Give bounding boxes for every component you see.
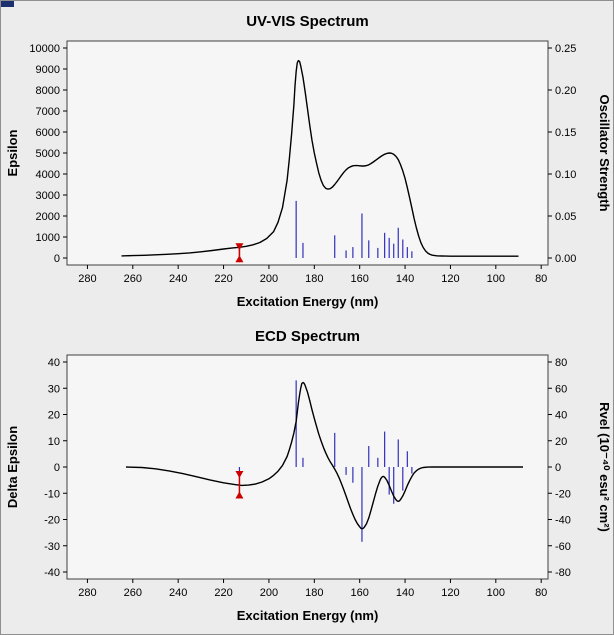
x-tick-label: 100 [487, 587, 505, 599]
y-tick-label: 8000 [36, 85, 60, 97]
ecd-marker-bottom-arrow-icon[interactable] [235, 491, 244, 499]
x-tick-label: 260 [124, 273, 142, 285]
uvvis-right-axis-title: Oscillator Strength [597, 94, 612, 211]
y-tick-label: 0.25 [555, 43, 576, 55]
uvvis-left-axis: 1000090008000700060005000400030002000100… [29, 43, 67, 265]
y-tick-label: 4000 [36, 169, 60, 181]
y-tick-label: -30 [44, 541, 60, 553]
y-tick-label: -40 [555, 515, 571, 527]
y-tick-label: 40 [48, 357, 60, 369]
y-tick-label: -20 [44, 515, 60, 527]
ecd-left-axis: 40 30 20 10 0 -10 -20 -30 -40 [44, 357, 67, 579]
x-tick-label: 260 [124, 587, 142, 599]
uvvis-excitation-marker[interactable] [235, 243, 244, 263]
x-tick-label: 160 [351, 587, 369, 599]
y-tick-label: -60 [555, 541, 571, 553]
y-tick-label: -40 [44, 567, 60, 579]
x-tick-label: 240 [169, 587, 187, 599]
x-tick-label: 100 [487, 273, 505, 285]
y-tick-label: 20 [48, 410, 60, 422]
x-tick-label: 220 [214, 587, 232, 599]
uvvis-marker-bottom-arrow-icon[interactable] [235, 255, 244, 263]
y-tick-label: -80 [555, 567, 571, 579]
uvvis-right-axis: 0.25 0.20 0.15 0.10 0.05 0.00 [548, 43, 576, 265]
y-tick-label: 2000 [36, 211, 60, 223]
y-tick-label: 0 [54, 253, 60, 265]
y-tick-label: 0.20 [555, 85, 576, 97]
x-tick-label: 140 [396, 587, 414, 599]
ecd-left-axis-title: Delta Epsilon [5, 426, 20, 508]
y-tick-label: 9000 [36, 64, 60, 76]
ecd-right-axis: 80 60 40 20 0 -20 -40 -60 -80 [548, 357, 571, 579]
y-tick-label: 0.10 [555, 169, 576, 181]
y-tick-label: -10 [44, 488, 60, 500]
y-tick-label: 40 [555, 410, 567, 422]
y-tick-label: 0 [54, 462, 60, 474]
y-tick-label: 0.15 [555, 127, 576, 139]
x-tick-label: 180 [305, 587, 323, 599]
y-tick-label: 20 [555, 436, 567, 448]
x-tick-label: 80 [535, 273, 547, 285]
uvvis-x-axis: 280 260 240 220 200 180 160 140 120 100 80 [78, 265, 547, 285]
x-tick-label: 280 [78, 587, 96, 599]
uvvis-chart-title: UV-VIS Spectrum [246, 13, 369, 30]
y-tick-label: 10000 [29, 43, 60, 55]
x-tick-label: 220 [214, 273, 232, 285]
x-tick-label: 200 [260, 273, 278, 285]
y-tick-label: 80 [555, 357, 567, 369]
ecd-x-axis: 280 260 240 220 200 180 160 140 120 100 80 [78, 579, 547, 599]
ecd-chart-title: ECD Spectrum [255, 328, 360, 345]
y-tick-label: 30 [48, 383, 60, 395]
uvvis-plot-area [66, 40, 549, 266]
y-tick-label: 1000 [36, 232, 60, 244]
uvvis-spectrum-curve [121, 59, 519, 257]
ecd-right-axis-title: Rvel (10⁻⁴⁰ esu² cm²) [597, 402, 612, 532]
x-tick-label: 240 [169, 273, 187, 285]
uvvis-marker-top-arrow-icon[interactable] [235, 243, 244, 251]
y-tick-label: 0.05 [555, 211, 576, 223]
ecd-spectrum-chart: 280 260 240 220 200 180 160 140 120 100 8040302010… [5, 328, 612, 623]
y-tick-label: -20 [555, 488, 571, 500]
x-tick-label: 80 [535, 587, 547, 599]
uvvis-x-axis-title: Excitation Energy (nm) [237, 294, 379, 309]
y-tick-label: 6000 [36, 127, 60, 139]
uvvis-spectrum-chart: 280 260 240 220 200 180 160 140 120 100 8010000900… [5, 13, 612, 309]
window-corner-accent [1, 1, 14, 7]
x-tick-label: 140 [396, 273, 414, 285]
ecd-spectrum-curve [125, 381, 523, 530]
y-tick-label: 3000 [36, 190, 60, 202]
x-tick-label: 180 [305, 273, 323, 285]
ecd-excitation-marker[interactable] [235, 470, 244, 499]
uvvis-left-axis-title: Epsilon [5, 129, 20, 176]
x-tick-label: 120 [441, 273, 459, 285]
x-tick-label: 160 [351, 273, 369, 285]
y-tick-label: 10 [48, 436, 60, 448]
x-tick-label: 280 [78, 273, 96, 285]
y-tick-label: 7000 [36, 106, 60, 118]
y-tick-label: 60 [555, 383, 567, 395]
y-tick-label: 0 [555, 462, 561, 474]
y-tick-label: 0.00 [555, 253, 576, 265]
y-tick-label: 5000 [36, 148, 60, 160]
ecd-x-axis-title: Excitation Energy (nm) [237, 608, 379, 623]
x-tick-label: 200 [260, 587, 278, 599]
ecd-marker-top-arrow-icon[interactable] [235, 470, 244, 478]
x-tick-label: 120 [441, 587, 459, 599]
